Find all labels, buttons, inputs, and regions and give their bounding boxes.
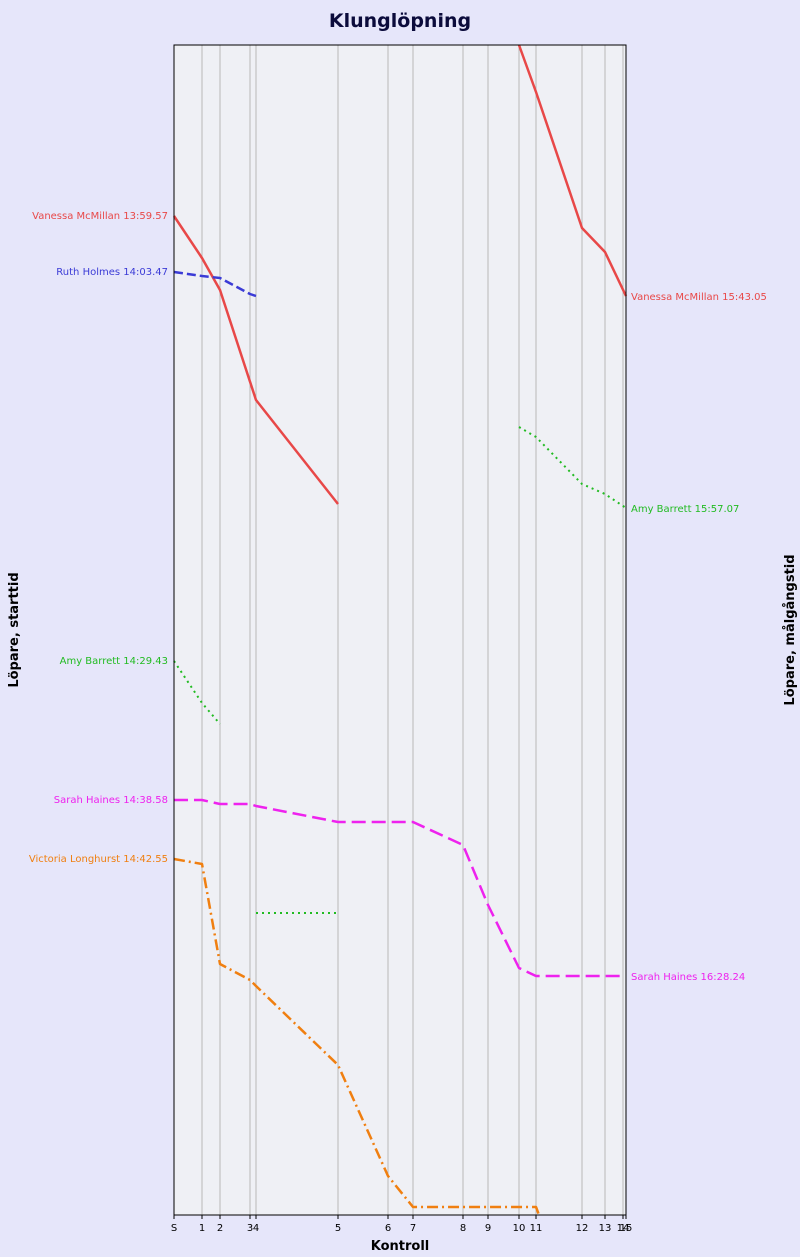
x-tick-label-10: 10 bbox=[513, 1223, 526, 1234]
series-line-ruth-holmes-0 bbox=[173, 270, 257, 298]
x-tick-label-14: 14 bbox=[617, 1223, 630, 1234]
x-tick-label-12: 12 bbox=[576, 1223, 589, 1234]
start-label-sarah-haines: Sarah Haines 14:38.58 bbox=[54, 795, 168, 806]
x-tick-label-1: 1 bbox=[199, 1223, 205, 1234]
x-tick-label-3: 3 bbox=[247, 1223, 253, 1234]
plot-area bbox=[174, 45, 626, 1215]
x-tick-label-4: 4 bbox=[253, 1223, 259, 1234]
right-axis-title: Löpare, målgångstid bbox=[783, 554, 798, 705]
series-line-victoria-longhurst-0 bbox=[173, 857, 541, 1216]
series-lines bbox=[172, 44, 628, 1216]
finish-label-vanessa-mcmillan: Vanessa McMillan 15:43.05 bbox=[631, 292, 767, 303]
x-tick-label-7: 7 bbox=[410, 1223, 416, 1234]
x-tick-label-15: 15 bbox=[620, 1223, 633, 1234]
left-axis-title: Löpare, starttid bbox=[7, 572, 22, 687]
x-tick-label-5: 5 bbox=[335, 1223, 341, 1234]
x-tick-label-2: 2 bbox=[217, 1223, 223, 1234]
series-line-amy-barrett-2 bbox=[518, 426, 627, 509]
runner-labels: Vanessa McMillan 13:59.57 Vanessa McMilla… bbox=[29, 211, 767, 983]
chart-title: Klunglöpning bbox=[329, 10, 471, 32]
series-line-vanessa-mcmillan-1 bbox=[517, 44, 628, 297]
start-label-victoria-longhurst: Victoria Longhurst 14:42.55 bbox=[29, 854, 168, 865]
x-tick-label-6: 6 bbox=[385, 1223, 391, 1234]
finish-label-amy-barrett: Amy Barrett 15:57.07 bbox=[631, 504, 739, 515]
x-tick-label-11: 11 bbox=[530, 1223, 543, 1234]
start-label-amy-barrett: Amy Barrett 14:29.43 bbox=[60, 656, 168, 667]
x-axis-title: Kontroll bbox=[371, 1239, 430, 1254]
series-line-vanessa-mcmillan-0 bbox=[172, 215, 339, 505]
plot-frame bbox=[173, 44, 627, 1216]
x-tick-label-S: S bbox=[171, 1223, 177, 1234]
x-tick-label-9: 9 bbox=[485, 1223, 491, 1234]
start-label-ruth-holmes: Ruth Holmes 14:03.47 bbox=[56, 267, 168, 278]
start-label-vanessa-mcmillan: Vanessa McMillan 13:59.57 bbox=[32, 211, 168, 222]
x-tick-label-8: 8 bbox=[460, 1223, 466, 1234]
series-line-sarah-haines-0 bbox=[174, 798, 626, 978]
finish-label-sarah-haines: Sarah Haines 16:28.24 bbox=[631, 972, 745, 983]
x-tick-label-13: 13 bbox=[599, 1223, 612, 1234]
grid-lines bbox=[201, 45, 624, 1215]
